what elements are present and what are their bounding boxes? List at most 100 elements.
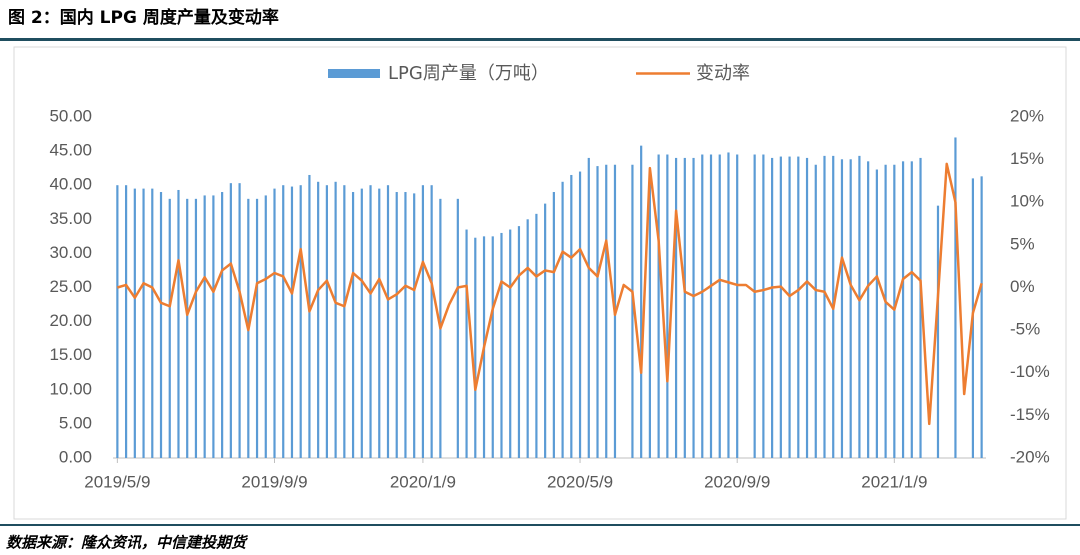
bar (561, 181, 564, 459)
bar (317, 181, 320, 459)
bar (360, 188, 363, 459)
bar (151, 188, 154, 459)
bar (578, 171, 582, 458)
bar (159, 192, 163, 458)
bar (308, 174, 311, 458)
y-tick-label: 10.00 (49, 379, 92, 398)
chart-frame (13, 46, 1067, 520)
chart-title: 图 2：国内 LPG 周度产量及变动率 (8, 7, 279, 28)
bar (386, 185, 390, 458)
bar (840, 159, 844, 458)
y2-tick-label: -10% (1010, 362, 1050, 381)
y2-tick-label: 10% (1010, 192, 1044, 211)
bar (596, 166, 599, 458)
bar (116, 185, 119, 458)
bar (456, 198, 459, 458)
bar (954, 137, 957, 458)
y2-tick-label: 20% (1010, 106, 1044, 125)
bar (919, 157, 922, 459)
bar (369, 185, 372, 458)
bar (936, 205, 940, 458)
bar (413, 193, 416, 458)
bar (142, 188, 145, 459)
y-tick-label: 0.00 (59, 447, 92, 466)
bar (736, 154, 739, 458)
y-tick-label: 20.00 (49, 311, 92, 330)
bar (753, 154, 756, 458)
bar (858, 155, 861, 458)
bar (805, 157, 809, 459)
bar (771, 157, 774, 459)
bar (124, 185, 128, 458)
bar (186, 198, 189, 458)
bar (133, 188, 136, 459)
bar (884, 164, 887, 459)
y-tick-label: 30.00 (49, 243, 92, 262)
bar (867, 161, 870, 458)
y-tick-label: 45.00 (49, 141, 92, 160)
bar (640, 145, 643, 459)
y2-tick-label: 5% (1010, 234, 1035, 253)
bar (814, 164, 817, 459)
bar (849, 159, 852, 458)
bar (535, 213, 538, 458)
bar (657, 154, 660, 458)
bar (910, 161, 913, 458)
bar (701, 154, 704, 458)
bar (526, 219, 529, 458)
bar (709, 154, 713, 458)
y-tick-label: 5.00 (59, 413, 92, 432)
x-tick-label: 2020/5/9 (547, 472, 613, 491)
bar (343, 185, 346, 458)
footer-rule (0, 524, 1080, 526)
y-tick-label: 25.00 (49, 277, 92, 296)
bar (727, 152, 730, 459)
bar (683, 157, 686, 459)
bar (177, 189, 180, 458)
bar (421, 185, 425, 458)
y2-tick-label: -5% (1010, 320, 1040, 339)
bar (666, 154, 669, 458)
bar (544, 203, 547, 458)
x-tick-label: 2020/9/9 (704, 472, 770, 491)
bar (797, 156, 800, 458)
source-note: 数据来源：隆众资讯，中信建投期货 (6, 534, 249, 552)
bar (229, 183, 232, 459)
y2-tick-label: 15% (1010, 149, 1044, 168)
bar (692, 157, 695, 459)
bar (194, 198, 198, 458)
bar (980, 176, 983, 459)
bar (674, 157, 678, 459)
bar (273, 188, 276, 459)
bar (788, 156, 791, 458)
bar (500, 232, 503, 458)
bar (282, 185, 285, 458)
bar (255, 198, 259, 458)
bar (290, 186, 294, 458)
bar (605, 164, 608, 459)
bar (378, 188, 381, 459)
bar (203, 195, 206, 458)
bar (299, 185, 302, 458)
x-tick-label: 2020/1/9 (390, 472, 456, 491)
legend-swatch (328, 69, 380, 78)
bar (325, 185, 328, 458)
bar (587, 157, 590, 459)
bar (264, 195, 267, 458)
y-tick-label: 35.00 (49, 209, 92, 228)
bar (351, 192, 355, 458)
bar (779, 156, 782, 458)
title-rule (0, 38, 1080, 41)
bar (238, 183, 241, 459)
bar (430, 185, 433, 458)
bar (893, 164, 896, 459)
legend-label: LPG周产量（万吨） (388, 63, 549, 84)
bar (875, 169, 878, 458)
bar (901, 161, 905, 458)
x-tick-label: 2019/9/9 (241, 472, 307, 491)
bar (570, 174, 573, 458)
y2-tick-label: -20% (1010, 447, 1050, 466)
bar (404, 192, 407, 458)
bar (221, 192, 224, 458)
